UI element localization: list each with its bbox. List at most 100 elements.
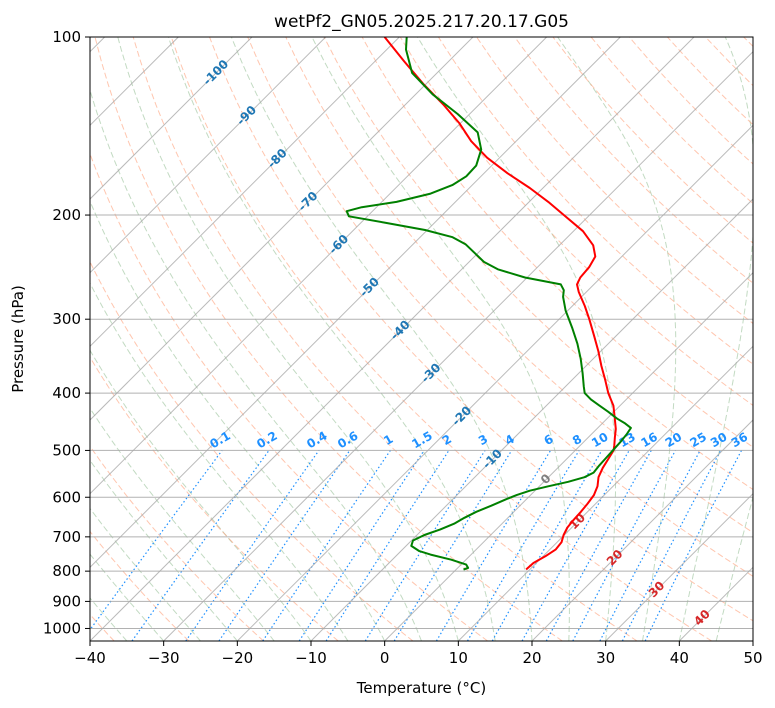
isotherm-line	[752, 640, 753, 641]
isotherm-line	[90, 37, 548, 495]
plot-area: -100-90-80-70-60-50-40-30-20-100.1 0.2 0.4…	[90, 37, 753, 641]
isotherm-line	[90, 37, 695, 641]
moist-adiabat-line	[90, 282, 349, 641]
isobars	[90, 37, 753, 629]
isotherm-label: -40	[388, 317, 413, 342]
mixing-ratio-label: 16	[639, 430, 660, 450]
dry-adiabats	[90, 37, 753, 641]
mixing-ratio-label: 8	[570, 432, 584, 448]
y-tick-label: 900	[52, 592, 81, 610]
moist-adiabat-line	[678, 37, 753, 641]
mixing-ratio-label: 1	[381, 432, 395, 448]
isotherm-label: -90	[234, 103, 259, 128]
isotherms	[90, 37, 753, 641]
x-tick-label: −20	[222, 649, 254, 667]
y-tick-label: 700	[52, 528, 81, 546]
mixing-ratio-line	[435, 450, 552, 641]
y-tick-label: 600	[52, 488, 81, 506]
x-tick-label: 40	[670, 649, 689, 667]
x-tick-label: −10	[295, 649, 327, 667]
y-tick-label: 500	[52, 441, 81, 459]
dry-adiabat-line	[667, 37, 753, 126]
warm-isotherm-label: 20	[604, 547, 626, 569]
warm-isotherm-label: 30	[646, 578, 668, 600]
dry-adiabat-line	[514, 37, 753, 284]
plot-frame	[89, 36, 754, 642]
x-tick-label: 50	[743, 649, 762, 667]
mixing-ratio-line	[185, 450, 320, 641]
mixing-ratio-line	[262, 450, 391, 641]
dry-adiabat-line	[209, 37, 753, 622]
mixing-ratio-line	[298, 450, 425, 641]
mixing-ratio-label: 25	[687, 430, 708, 450]
mixing-ratio-label: 0.4	[304, 429, 329, 452]
y-tick-label: 300	[52, 310, 81, 328]
x-tick-label: 30	[596, 649, 615, 667]
x-tick-label: 20	[522, 649, 541, 667]
moist-adiabat-line	[117, 37, 459, 641]
isotherm-line	[236, 124, 753, 641]
x-axis-title: Temperature (°C)	[356, 679, 486, 697]
mixing-ratio-line	[644, 450, 743, 641]
isotherm-line	[163, 50, 753, 641]
dry-adiabat-line	[90, 152, 488, 641]
dry-adiabat-line	[170, 37, 712, 641]
x-tick-label: 10	[449, 649, 468, 667]
chart-title: wetPf2_GN05.2025.217.20.17.G05	[274, 12, 569, 32]
moist-adiabat-line	[90, 597, 128, 641]
moist-adiabat-line	[90, 507, 201, 641]
isotherm-label: -70	[295, 189, 320, 214]
moist-adiabat-line	[557, 37, 677, 641]
mixing-ratio-line	[545, 450, 652, 641]
mixing-ratio-line	[393, 450, 513, 641]
mixing-ratio-label: 3	[476, 432, 490, 448]
y-axis-title: Pressure (hPa)	[9, 285, 27, 393]
mixing-ratio-line	[521, 450, 630, 641]
moist-adiabat-line	[90, 407, 275, 641]
isotherm-line	[90, 37, 474, 421]
dry-adiabat-line	[90, 356, 339, 641]
isotherm-line	[605, 492, 753, 641]
dewpoint-profile-line	[345, 37, 632, 571]
moist-adiabat-line	[230, 37, 533, 641]
isotherm-line	[384, 271, 753, 641]
isotherm-line	[90, 37, 327, 274]
mixing-ratio-label: 2	[440, 432, 454, 448]
y-axis: 100 200 300 400 500 600 700 800 900 1000	[43, 28, 90, 637]
dry-adiabat-line	[90, 445, 264, 641]
mixing-ratio-label: 6	[541, 432, 555, 448]
y-tick-label: 1000	[43, 619, 81, 637]
sounding-profiles	[345, 37, 632, 571]
isotherm-line	[457, 345, 753, 641]
moist-adiabat-line	[417, 37, 617, 641]
mixing-ratio-line	[325, 450, 450, 641]
moist-adiabat-line	[715, 495, 753, 641]
dry-adiabat-line	[94, 37, 563, 641]
moist-adiabat-line	[90, 349, 312, 641]
y-tick-label: 200	[52, 206, 81, 224]
dry-adiabat-line	[132, 37, 638, 641]
mixing-ratio-line	[621, 450, 722, 641]
dry-adiabat-line	[552, 37, 753, 244]
temperature-profile-line	[383, 37, 617, 571]
mixing-ratio-label: 4	[503, 432, 517, 448]
moist-adiabats	[90, 37, 753, 641]
moist-adiabat-line	[167, 37, 496, 641]
mixing-ratio-line	[90, 450, 223, 631]
mixing-ratio-line	[218, 450, 351, 641]
line-labels: -100-90-80-70-60-50-40-30-20-100.1 0.2 0.4…	[200, 57, 750, 629]
x-axis: −40 −30 −20 −10 0 10 20 30 40 50	[74, 641, 763, 667]
isotherm-line	[310, 198, 753, 641]
moist-adiabat-line	[90, 88, 422, 641]
y-tick-label: 100	[52, 28, 81, 46]
moist-adiabat-line	[90, 459, 238, 641]
dry-adiabat-line	[90, 530, 190, 641]
isotherm-line	[90, 37, 621, 569]
dry-adiabat-line	[743, 37, 753, 48]
y-tick-label: 400	[52, 384, 81, 402]
isotherm-line	[90, 37, 253, 200]
moist-adiabat-line	[311, 37, 570, 641]
y-tick-label: 800	[52, 562, 81, 580]
isotherm-line	[531, 419, 753, 641]
